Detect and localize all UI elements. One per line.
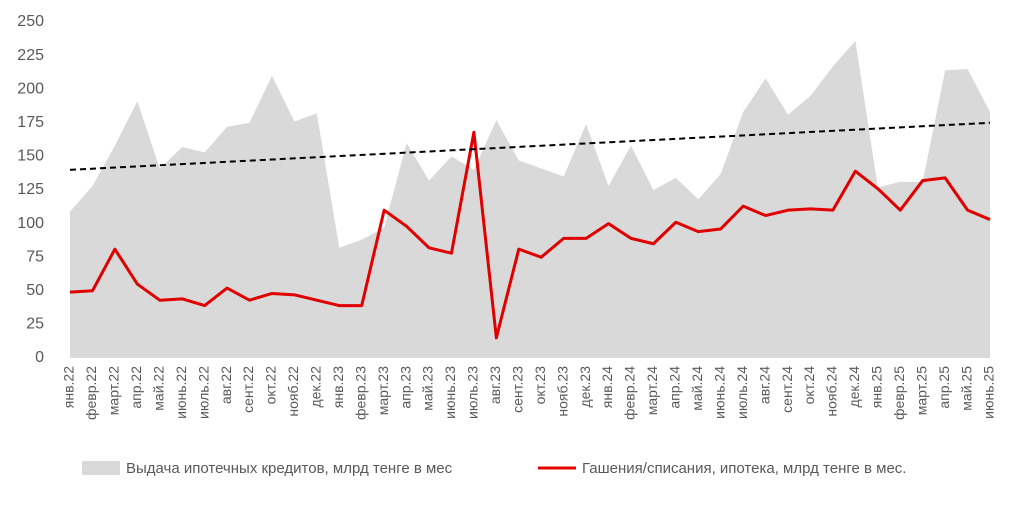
x-tick-label: июль.24 xyxy=(734,366,750,419)
y-tick-label: 200 xyxy=(17,80,44,97)
x-tick-label: июнь.24 xyxy=(711,366,727,419)
x-tick-label: окт.24 xyxy=(801,366,817,405)
x-tick-label: май.25 xyxy=(958,366,974,411)
x-tick-label: март.22 xyxy=(106,366,122,415)
x-tick-label: авг.23 xyxy=(487,366,503,404)
x-tick-label: апр.23 xyxy=(397,366,413,409)
x-tick-label: янв.22 xyxy=(61,366,77,408)
x-tick-label: июнь.23 xyxy=(442,366,458,419)
x-tick-label: сент.22 xyxy=(240,366,256,413)
x-tick-label: янв.23 xyxy=(330,366,346,408)
y-tick-label: 0 xyxy=(35,349,44,366)
x-tick-label: февр.23 xyxy=(352,366,368,420)
x-tick-label: дек.24 xyxy=(846,366,862,408)
y-tick-label: 50 xyxy=(26,282,44,299)
x-tick-label: июль.22 xyxy=(195,366,211,419)
x-tick-label: авг.22 xyxy=(218,366,234,404)
legend-swatch xyxy=(82,461,120,475)
x-tick-label: сент.24 xyxy=(779,366,795,413)
x-tick-label: нояб.24 xyxy=(824,366,840,417)
x-tick-label: июнь.22 xyxy=(173,366,189,419)
x-tick-label: янв.24 xyxy=(599,366,615,408)
x-tick-label: май.22 xyxy=(150,366,166,411)
area xyxy=(70,40,990,358)
x-tick-label: март.24 xyxy=(644,366,660,415)
x-tick-label: апр.22 xyxy=(128,366,144,409)
x-tick-label: дек.22 xyxy=(308,366,324,408)
x-tick-label: окт.23 xyxy=(532,366,548,405)
x-tick-label: дек.23 xyxy=(577,366,593,408)
x-tick-label: сент.23 xyxy=(509,366,525,413)
x-tick-label: март.25 xyxy=(913,366,929,415)
legend-label: Гашения/списания, ипотека, млрд тенге в … xyxy=(582,460,906,477)
trendline xyxy=(69,121,991,171)
x-tick-label: июль.23 xyxy=(465,366,481,419)
x-tick-label: июнь.25 xyxy=(981,366,997,419)
x-tick-label: февр.24 xyxy=(622,366,638,420)
x-tick-label: нояб.22 xyxy=(285,366,301,417)
y-tick-label: 100 xyxy=(17,215,44,232)
y-tick-label: 250 xyxy=(17,13,44,30)
y-tick-label: 125 xyxy=(17,181,44,198)
x-tick-label: окт.22 xyxy=(263,366,279,405)
line xyxy=(69,130,991,340)
x-tick-label: апр.24 xyxy=(667,366,683,409)
x-tick-label: янв.25 xyxy=(869,366,885,408)
y-tick-label: 225 xyxy=(17,47,44,64)
x-tick-label: май.24 xyxy=(689,366,705,411)
x-tick-label: апр.25 xyxy=(936,366,952,409)
x-tick-label: февр.22 xyxy=(83,366,99,420)
legend-label: Выдача ипотечных кредитов, млрд тенге в … xyxy=(126,460,453,477)
y-tick-label: 25 xyxy=(26,316,44,333)
y-tick-label: 175 xyxy=(17,114,44,131)
x-tick-label: февр.25 xyxy=(891,366,907,420)
x-tick-label: авг.24 xyxy=(756,366,772,404)
y-tick-label: 150 xyxy=(17,148,44,165)
x-tick-label: нояб.23 xyxy=(554,366,570,417)
y-tick-label: 75 xyxy=(26,248,44,265)
x-tick-label: март.23 xyxy=(375,366,391,415)
x-tick-label: май.23 xyxy=(420,366,436,411)
